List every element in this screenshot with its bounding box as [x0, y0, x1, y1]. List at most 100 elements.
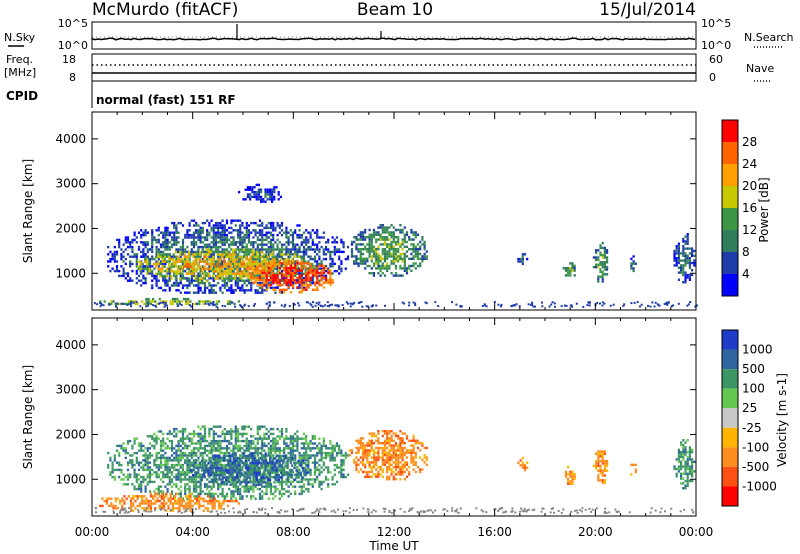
nsky-trace: [91, 24, 696, 41]
power-colorbar: 4 8 12 16 20 24 28 Power [dB]: [721, 119, 771, 297]
power-ylabel: Slant Range [km]: [21, 159, 35, 263]
velocity-cbar-swatch: [722, 349, 738, 370]
power-cbar-swatch: [722, 274, 738, 296]
echo-region: [592, 241, 609, 283]
power-yticks: 1000 2000 3000 4000: [55, 132, 696, 280]
power-panel: 1000 2000 3000 4000 Slant Range [km]: [21, 111, 698, 311]
echo-region: [238, 183, 282, 203]
freq-tick-bottom: 8: [69, 71, 76, 84]
velocity-cbar-tick: -1000: [742, 479, 777, 493]
velocity-colorbar: 1000 500 100 25 -25 -100 -500 -1000 Velocity [m…: [721, 329, 789, 507]
velocity-ylabel: Slant Range [km]: [21, 365, 35, 469]
velocity-yticks: 1000 2000 3000 4000: [55, 338, 696, 486]
echo-region: [673, 233, 696, 284]
y-tick-label: 1000: [55, 266, 86, 280]
cpid-panel: CPID normal (fast) 151 RF: [6, 81, 236, 108]
x-tick-labels: 00:00 04:00 08:00 12:00 16:00 20:00 00:00: [75, 525, 714, 539]
velocity-cbar-swatch: [722, 330, 738, 350]
nave-tick-top: 60: [709, 53, 723, 66]
nave-tick-bottom: 0: [709, 71, 716, 84]
echo-region: [517, 253, 529, 266]
x-tick-label: 04:00: [175, 525, 210, 539]
x-tick-label: 00:00: [75, 525, 110, 539]
nsearch-tick-bottom: 10^0: [701, 39, 731, 52]
velocity-cbar-swatch: [722, 427, 738, 448]
y-tick-label: 3000: [55, 177, 86, 191]
power-cbar-swatch: [722, 208, 738, 230]
velocity-cbar-label: Velocity [m s-1]: [775, 373, 789, 467]
power-cbar-swatch: [722, 230, 738, 252]
power-cbar-swatch: [722, 164, 738, 186]
cpid-label: CPID: [6, 89, 38, 103]
echo-region: [592, 450, 609, 484]
echo-region: [99, 297, 240, 306]
velocity-cbar-tick: -500: [742, 460, 769, 474]
velocity-cbar-tick: -25: [742, 421, 762, 435]
date-title: 15/Jul/2014: [599, 0, 696, 20]
freq-label: Freq.: [6, 53, 33, 66]
power-cbar-swatch: [722, 252, 738, 274]
echo-region: [673, 439, 696, 490]
velocity-cbar-tick: 1000: [742, 343, 773, 357]
nsky-panel: N.Sky 10^5 10^0 10^5 10^0 N.Search: [4, 17, 794, 52]
echo-region: [564, 465, 576, 485]
y-tick-label: 2000: [55, 221, 86, 235]
velocity-cbar-swatch: [722, 466, 738, 487]
y-tick-label: 4000: [55, 132, 86, 146]
power-cbar-tick: 24: [742, 157, 757, 171]
echo-region: [630, 255, 637, 273]
ground-scatter: [94, 507, 695, 514]
beam-title: Beam 10: [357, 0, 433, 20]
y-tick-label: 2000: [55, 427, 86, 441]
x-tick-label: 16:00: [477, 525, 512, 539]
freq-tick-top: 18: [62, 53, 76, 66]
velocity-cbar-tick: 25: [742, 401, 757, 415]
velocity-echoes: [94, 425, 696, 514]
power-cbar-tick: 8: [742, 245, 750, 259]
x-tick-label: 00:00: [679, 525, 714, 539]
velocity-cbar-tick: -100: [742, 440, 769, 454]
freq-unit: [MHz]: [4, 66, 36, 79]
velocity-cbar-swatch: [722, 408, 738, 428]
velocity-cbar-swatch: [722, 388, 738, 409]
ground-scatter: [93, 301, 698, 308]
power-cbar-swatch: [722, 142, 738, 164]
nsky-tick-top: 10^5: [58, 17, 88, 30]
power-cbar-swatch: [722, 120, 738, 142]
x-tick-label: 12:00: [377, 525, 412, 539]
echo-region: [189, 452, 309, 486]
velocity-cbar-swatch: [722, 447, 738, 467]
nave-label: Nave: [746, 62, 774, 75]
velocity-cbar-tick: 100: [742, 382, 765, 396]
power-cbar-tick: 12: [742, 223, 757, 237]
y-tick-label: 3000: [55, 383, 86, 397]
power-echoes: [93, 183, 698, 308]
y-tick-label: 1000: [55, 472, 86, 486]
power-cbar-tick: 20: [742, 179, 757, 193]
cpid-text: normal (fast) 151 RF: [96, 93, 236, 107]
echo-region: [517, 456, 529, 472]
x-tick-label: 20:00: [578, 525, 613, 539]
velocity-cbar-swatch: [722, 369, 738, 389]
echo-region: [562, 262, 576, 277]
echo-region: [348, 430, 428, 481]
nsky-tick-bottom: 10^0: [58, 39, 88, 52]
velocity-panel: 1000 2000 3000 4000 Slant Range [km]: [21, 317, 697, 517]
nsearch-label: N.Search: [744, 31, 794, 44]
y-tick-label: 4000: [55, 338, 86, 352]
power-cbar-swatch: [722, 186, 738, 208]
power-cbar-tick: 4: [742, 267, 750, 281]
power-cbar-tick: 16: [742, 201, 757, 215]
power-xticks: [91, 112, 697, 310]
velocity-cbar-swatch: [722, 486, 738, 506]
power-cbar-label: Power [dB]: [757, 177, 771, 242]
station-title: McMurdo (fitACF): [92, 0, 238, 20]
nsearch-tick-top: 10^5: [701, 17, 731, 30]
power-cbar-tick: 28: [742, 135, 757, 149]
echo-region: [350, 224, 428, 277]
x-tick-label: 08:00: [276, 525, 311, 539]
echo-region: [630, 463, 637, 476]
x-axis-label: Time UT: [368, 539, 419, 553]
nsky-label: N.Sky: [4, 31, 36, 44]
